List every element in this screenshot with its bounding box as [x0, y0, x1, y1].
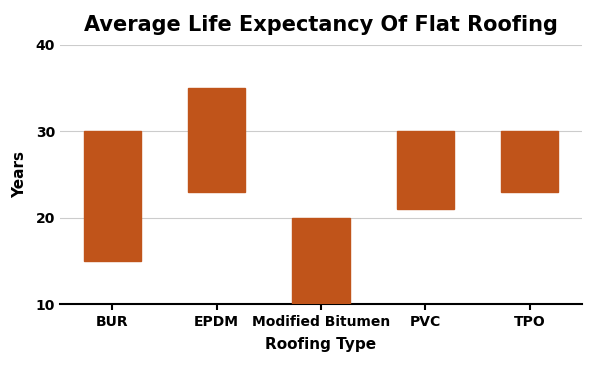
Bar [84, 131, 141, 261]
Title: Average Life Expectancy Of Flat Roofing: Average Life Expectancy Of Flat Roofing [84, 14, 558, 35]
X-axis label: Roofing Type: Roofing Type [265, 337, 377, 352]
Bar [397, 131, 454, 209]
Bar [501, 131, 558, 192]
Bar [292, 218, 350, 304]
Bar [188, 88, 245, 192]
Y-axis label: Years: Years [13, 151, 28, 198]
